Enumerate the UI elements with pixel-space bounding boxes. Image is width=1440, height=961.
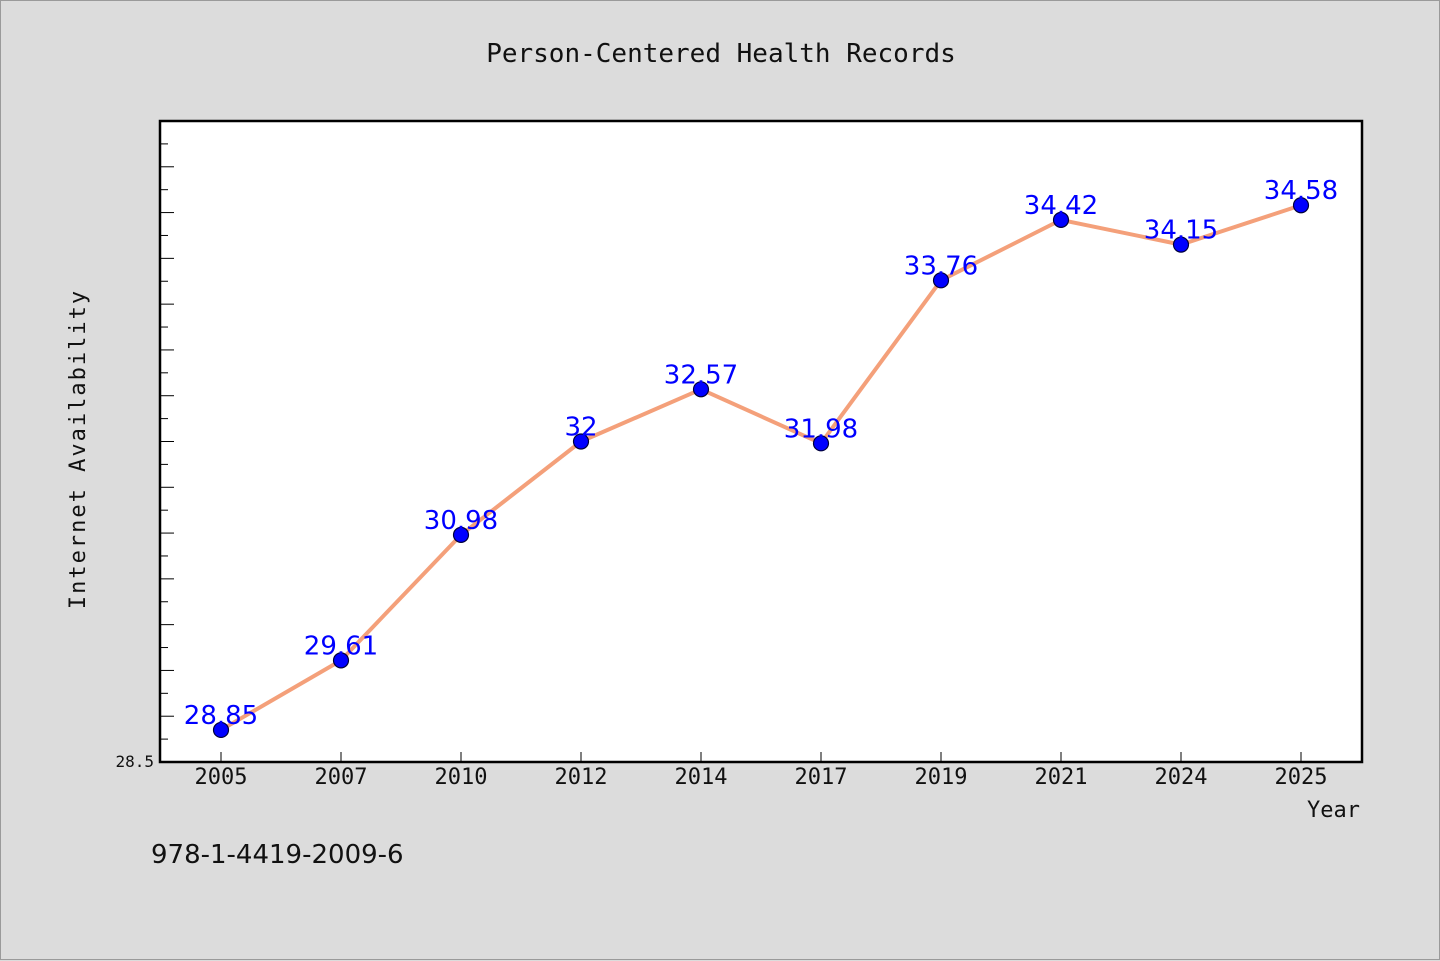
data-point	[1172, 236, 1190, 253]
data-label: 30.98	[424, 506, 498, 536]
y-tick-label: 28.5	[115, 752, 154, 771]
series-1: 28.85 29.61 30.98 32 32.57 31.98 33.76 34.42 34.…	[184, 176, 1338, 739]
plot-area	[158, 119, 1364, 764]
data-point	[932, 272, 950, 289]
x-axis-ticks: 2005 2007 2010 2012 2014 2017 2019 2021 2024 2025	[195, 752, 1328, 790]
series-line	[219, 203, 1303, 732]
isbn-footer-text: 978-1-4419-2009-6	[151, 840, 404, 870]
data-label: 32.57	[664, 360, 738, 390]
x-tick-label: 2025	[1275, 765, 1328, 790]
x-tick-label: 2014	[675, 765, 728, 790]
x-axis-label: Year	[1307, 798, 1360, 823]
data-label: 29.61	[304, 631, 378, 661]
x-tick-label: 2019	[915, 765, 968, 790]
data-label: 28.85	[184, 701, 258, 731]
y-axis-label: Internet Availability	[66, 289, 91, 609]
chart-title: Person-Centered Health Records	[486, 39, 956, 69]
y-axis-ticks: 28.5	[115, 120, 174, 771]
x-tick-label: 2005	[195, 765, 248, 790]
x-tick-label: 2024	[1155, 765, 1208, 790]
data-label: 32	[564, 413, 597, 443]
data-point	[1292, 197, 1310, 214]
data-label: 31.98	[784, 414, 858, 444]
data-point	[452, 526, 470, 544]
data-label: 34.58	[1264, 176, 1338, 206]
x-tick-label: 2021	[1035, 765, 1088, 790]
data-point	[572, 433, 590, 450]
data-label: 34.15	[1144, 216, 1218, 246]
x-tick-label: 2010	[435, 765, 488, 790]
data-point	[212, 721, 230, 739]
data-point	[1052, 211, 1070, 228]
data-label: 34.42	[1024, 191, 1098, 221]
data-point	[332, 652, 350, 669]
data-label: 33.76	[904, 251, 978, 281]
x-tick-label: 2017	[795, 765, 848, 790]
data-point	[812, 435, 830, 452]
data-point	[692, 381, 710, 398]
x-tick-label: 2007	[315, 765, 368, 790]
x-tick-label: 2012	[555, 765, 608, 790]
